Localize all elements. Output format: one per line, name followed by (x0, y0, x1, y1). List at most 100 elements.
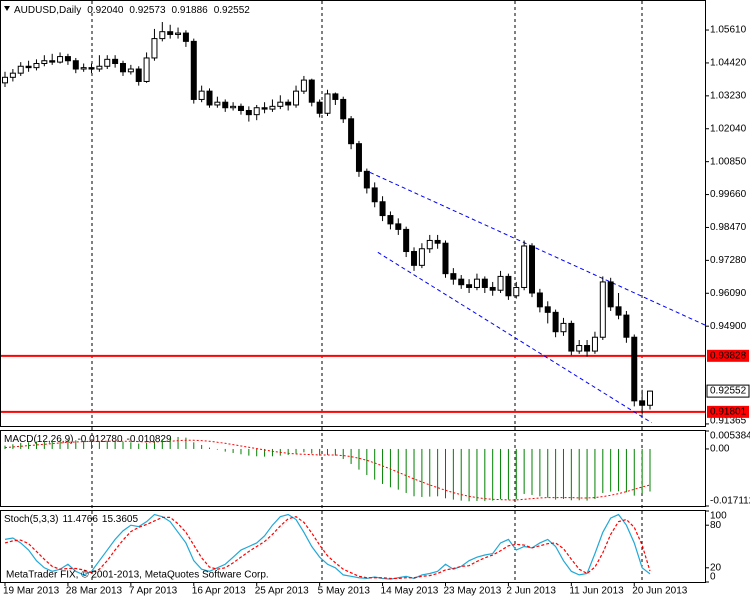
price-label: 0.91801 (710, 407, 747, 418)
candle-body (269, 105, 276, 110)
candle-body (379, 201, 386, 217)
candle-body (623, 314, 630, 338)
candle-body (2, 76, 8, 84)
candle-body (458, 278, 465, 286)
last-price-label: 0.92552 (710, 386, 747, 397)
candle-body (505, 275, 512, 297)
y-tick-label: 0.99660 (710, 189, 747, 200)
candle-body (285, 101, 292, 106)
candle-body (261, 107, 268, 110)
candle-body (536, 292, 543, 308)
candle-body (96, 65, 103, 70)
candle-body (529, 245, 536, 294)
candle-body (348, 118, 355, 145)
ohlc-value: 0.92552 (214, 5, 251, 16)
symbol-marker (4, 6, 10, 11)
candle-body (450, 273, 457, 280)
signal-line (4, 439, 651, 501)
candle-body (64, 56, 71, 62)
candle-body (143, 57, 150, 82)
candle-body (293, 90, 300, 106)
y-tick-label: 0 (710, 572, 716, 583)
chart-header: AUDUSD,Daily 0.92040 0.92573 0.91886 0.92552 (14, 5, 250, 16)
candle-body (481, 278, 488, 288)
indicator-value: -0.010829 (127, 434, 172, 445)
candle-body (395, 223, 402, 230)
y-tick-label: 1.05610 (710, 25, 747, 36)
candle-body (591, 336, 598, 352)
candle-body (426, 239, 433, 250)
stoch-panel-frame (0, 510, 706, 583)
copyright: MetaTrader FIX, © 2001-2013, MetaQuotes … (6, 570, 269, 581)
candle-body (466, 284, 473, 288)
indicator-header: MACD(12,26,9) -0.012780 -0.010829 (4, 434, 172, 445)
candle-body (88, 67, 95, 70)
x-tick-label: 14 May 2013 (381, 586, 439, 597)
y-tick-label: 1.03230 (710, 90, 747, 101)
ohlc-value: 0.92573 (129, 5, 166, 16)
candle-body (371, 187, 378, 203)
candle-body (560, 322, 567, 333)
y-tick-label: 1.04420 (710, 58, 747, 69)
x-tick-label: 28 Mar 2013 (66, 586, 123, 597)
candle-body (584, 345, 591, 352)
candle-body (33, 62, 40, 69)
candle-body (17, 65, 24, 74)
ohlc-value: 0.91886 (172, 5, 209, 16)
candle-body (104, 58, 111, 67)
y-tick-label: 80 (710, 520, 722, 531)
candle-body (308, 79, 315, 103)
candle-body (639, 400, 646, 406)
candle-body (72, 60, 79, 70)
candle-body (513, 286, 520, 297)
candle-body (411, 251, 418, 266)
candle-body (552, 311, 559, 333)
candle-body (316, 101, 323, 114)
x-tick-label: 5 May 2013 (318, 586, 371, 597)
y-tick-label: 1.02040 (710, 123, 747, 134)
candle-body (214, 101, 221, 106)
x-tick-label: 16 Apr 2013 (192, 586, 246, 597)
indicator-header: Stoch(5,3,3) 11.4766 15.3605 (4, 514, 138, 525)
y-tick-label: 0.94900 (710, 321, 747, 332)
macd-panel-frame (0, 430, 706, 507)
indicator-value: 11.4766 (62, 514, 98, 525)
trend-channel-line (369, 171, 706, 326)
candle-body (497, 275, 504, 291)
y-tick-label: 0.97280 (710, 255, 747, 266)
x-tick-label: 20 Jun 2013 (632, 586, 687, 597)
candle-body (230, 105, 237, 109)
candle-body (544, 306, 551, 313)
indicator-title: MACD(12,26,9) (4, 434, 73, 445)
y-tick-label: 0.005384 (710, 431, 750, 442)
candle-body (340, 98, 347, 120)
indicator-value: 15.3605 (102, 514, 139, 525)
candle-body (206, 90, 213, 106)
price-label: 0.93828 (710, 350, 747, 361)
ohlc-value: 0.92040 (87, 5, 124, 16)
candle-body (615, 306, 622, 316)
candle-body (135, 68, 142, 82)
candle-body (324, 93, 331, 114)
symbol: AUDUSD,Daily (14, 5, 81, 16)
candle-body (167, 31, 174, 35)
candle-body (198, 90, 205, 100)
candle-body (300, 79, 307, 92)
candle-body (237, 105, 244, 111)
candle-body (277, 101, 284, 107)
candle-body (245, 109, 252, 116)
y-tick-label: 0.00 (710, 444, 730, 455)
y-tick-label: 100 (710, 511, 727, 522)
candle-body (159, 31, 166, 40)
candle-body (119, 62, 126, 73)
candle-body (647, 390, 653, 406)
price-label-box (707, 349, 749, 362)
y-tick-label: 0.96090 (710, 288, 747, 299)
y-tick-label: -0.017112 (710, 496, 750, 507)
candle-body (49, 60, 56, 63)
candle-body (41, 60, 48, 64)
stoch-line (4, 516, 651, 580)
x-tick-label: 2 Jun 2013 (506, 586, 556, 597)
